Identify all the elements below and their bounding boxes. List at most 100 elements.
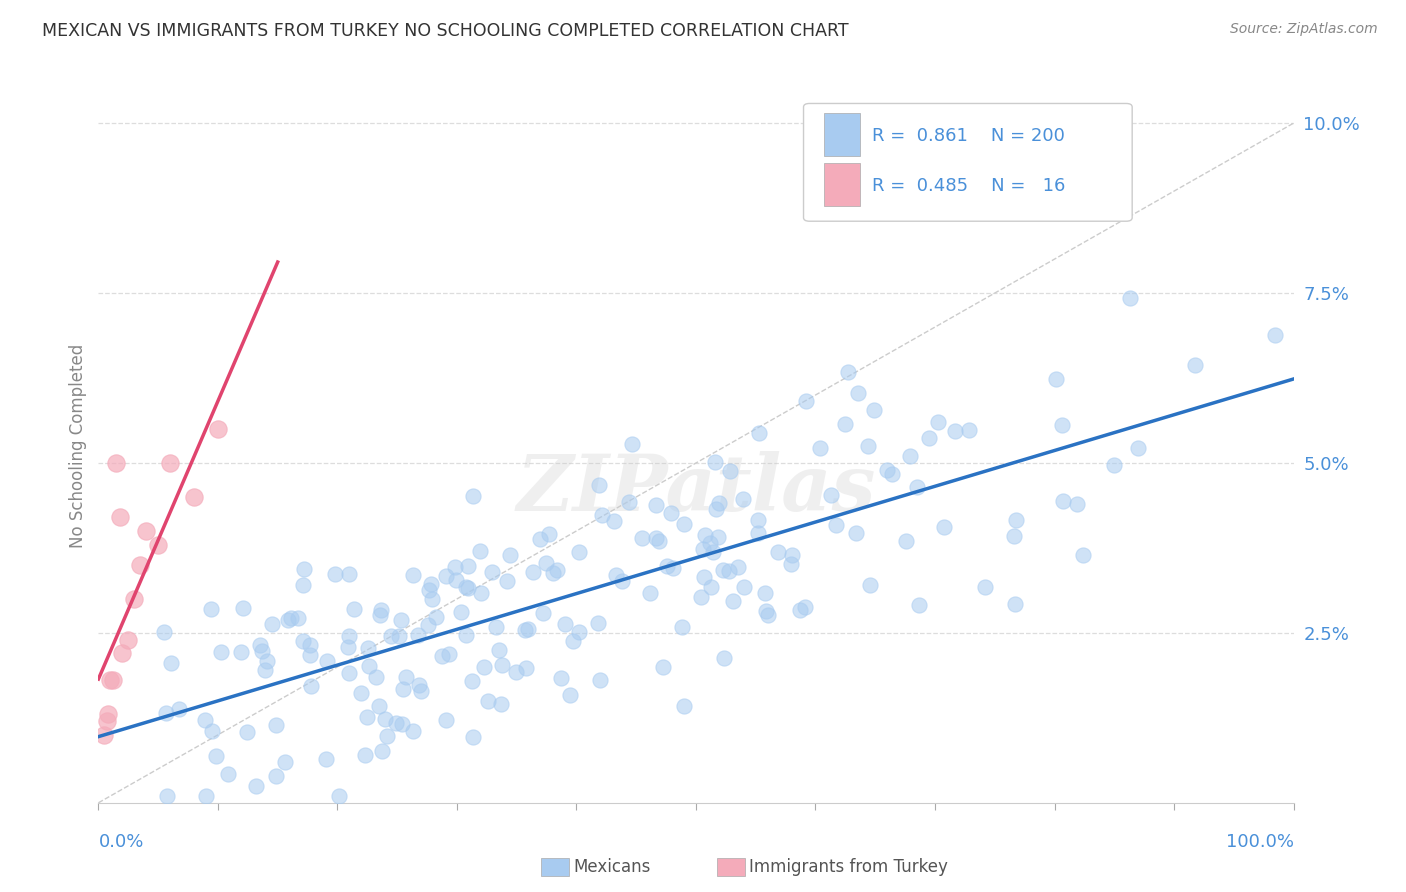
Point bbox=[880, 467, 903, 481]
Point bbox=[894, 534, 917, 549]
Point bbox=[391, 717, 413, 731]
Point bbox=[718, 464, 741, 478]
Point bbox=[389, 613, 412, 627]
Point bbox=[108, 510, 131, 524]
Point bbox=[541, 566, 564, 580]
Point bbox=[287, 611, 309, 625]
Point bbox=[249, 638, 271, 652]
Point bbox=[420, 577, 443, 591]
Point bbox=[1004, 597, 1026, 611]
Point bbox=[385, 715, 408, 730]
Point bbox=[454, 628, 477, 642]
Point bbox=[655, 558, 678, 573]
Point bbox=[408, 678, 430, 692]
Point bbox=[235, 724, 257, 739]
Point bbox=[437, 647, 460, 661]
Point bbox=[603, 514, 626, 528]
Point bbox=[586, 615, 609, 630]
Point bbox=[461, 673, 484, 688]
Point bbox=[610, 574, 633, 589]
Point bbox=[1052, 494, 1074, 508]
Point bbox=[554, 617, 576, 632]
Point bbox=[292, 562, 315, 576]
Point bbox=[568, 545, 591, 559]
Point bbox=[425, 610, 447, 624]
Point bbox=[529, 532, 551, 546]
Point bbox=[844, 526, 866, 541]
Point bbox=[859, 577, 882, 591]
Point bbox=[292, 633, 315, 648]
Point bbox=[264, 769, 287, 783]
Point bbox=[496, 574, 519, 589]
Point bbox=[820, 488, 842, 502]
Point bbox=[484, 620, 506, 634]
Point bbox=[905, 480, 928, 494]
Point bbox=[217, 766, 239, 780]
Text: 0.0%: 0.0% bbox=[98, 833, 143, 851]
Point bbox=[105, 456, 128, 470]
Point bbox=[605, 568, 627, 582]
Point bbox=[703, 454, 725, 468]
Point bbox=[837, 366, 859, 380]
Point bbox=[470, 586, 492, 600]
Point bbox=[264, 718, 287, 732]
Point bbox=[481, 565, 503, 579]
Point bbox=[550, 671, 572, 685]
Point bbox=[693, 528, 716, 542]
Point bbox=[652, 659, 675, 673]
Point bbox=[256, 654, 278, 668]
Point bbox=[713, 651, 735, 665]
Point bbox=[1050, 417, 1073, 432]
Point bbox=[531, 606, 554, 620]
Point bbox=[1002, 529, 1025, 543]
Point bbox=[450, 605, 472, 619]
Point bbox=[357, 640, 380, 655]
Point bbox=[420, 592, 443, 607]
Point bbox=[209, 645, 232, 659]
Text: Mexicans: Mexicans bbox=[574, 858, 651, 876]
Point bbox=[707, 496, 730, 510]
Point bbox=[406, 627, 429, 641]
Point bbox=[93, 728, 115, 742]
Point bbox=[245, 779, 267, 793]
Text: R =  0.861    N = 200: R = 0.861 N = 200 bbox=[872, 127, 1064, 145]
Point bbox=[432, 648, 454, 663]
Point bbox=[229, 645, 252, 659]
Point bbox=[693, 570, 716, 584]
Point bbox=[367, 699, 389, 714]
Point bbox=[299, 648, 322, 663]
Point bbox=[522, 565, 544, 579]
Point bbox=[489, 698, 512, 712]
Point bbox=[375, 729, 398, 743]
Point bbox=[974, 580, 997, 594]
Point bbox=[780, 548, 803, 562]
Point bbox=[645, 531, 668, 545]
Point bbox=[350, 686, 373, 700]
Point bbox=[780, 557, 803, 571]
Point bbox=[388, 629, 411, 643]
Point bbox=[630, 531, 652, 545]
Point bbox=[1104, 458, 1126, 473]
Point bbox=[505, 665, 527, 679]
Point bbox=[252, 644, 274, 658]
Point bbox=[748, 425, 770, 440]
Point bbox=[560, 688, 582, 702]
Point bbox=[619, 494, 641, 508]
Y-axis label: No Schooling Completed: No Schooling Completed bbox=[69, 344, 87, 548]
Point bbox=[444, 573, 467, 587]
Point bbox=[863, 403, 886, 417]
Point bbox=[758, 608, 780, 623]
Point bbox=[463, 489, 485, 503]
Point bbox=[152, 625, 174, 640]
Point bbox=[927, 415, 949, 429]
Point bbox=[1126, 441, 1149, 455]
Point bbox=[337, 640, 360, 654]
Point bbox=[537, 527, 560, 541]
Point bbox=[498, 548, 520, 562]
Point bbox=[513, 624, 536, 638]
Point bbox=[457, 559, 479, 574]
Point bbox=[789, 603, 811, 617]
Point bbox=[727, 560, 749, 574]
FancyBboxPatch shape bbox=[824, 162, 859, 205]
Point bbox=[707, 530, 730, 544]
